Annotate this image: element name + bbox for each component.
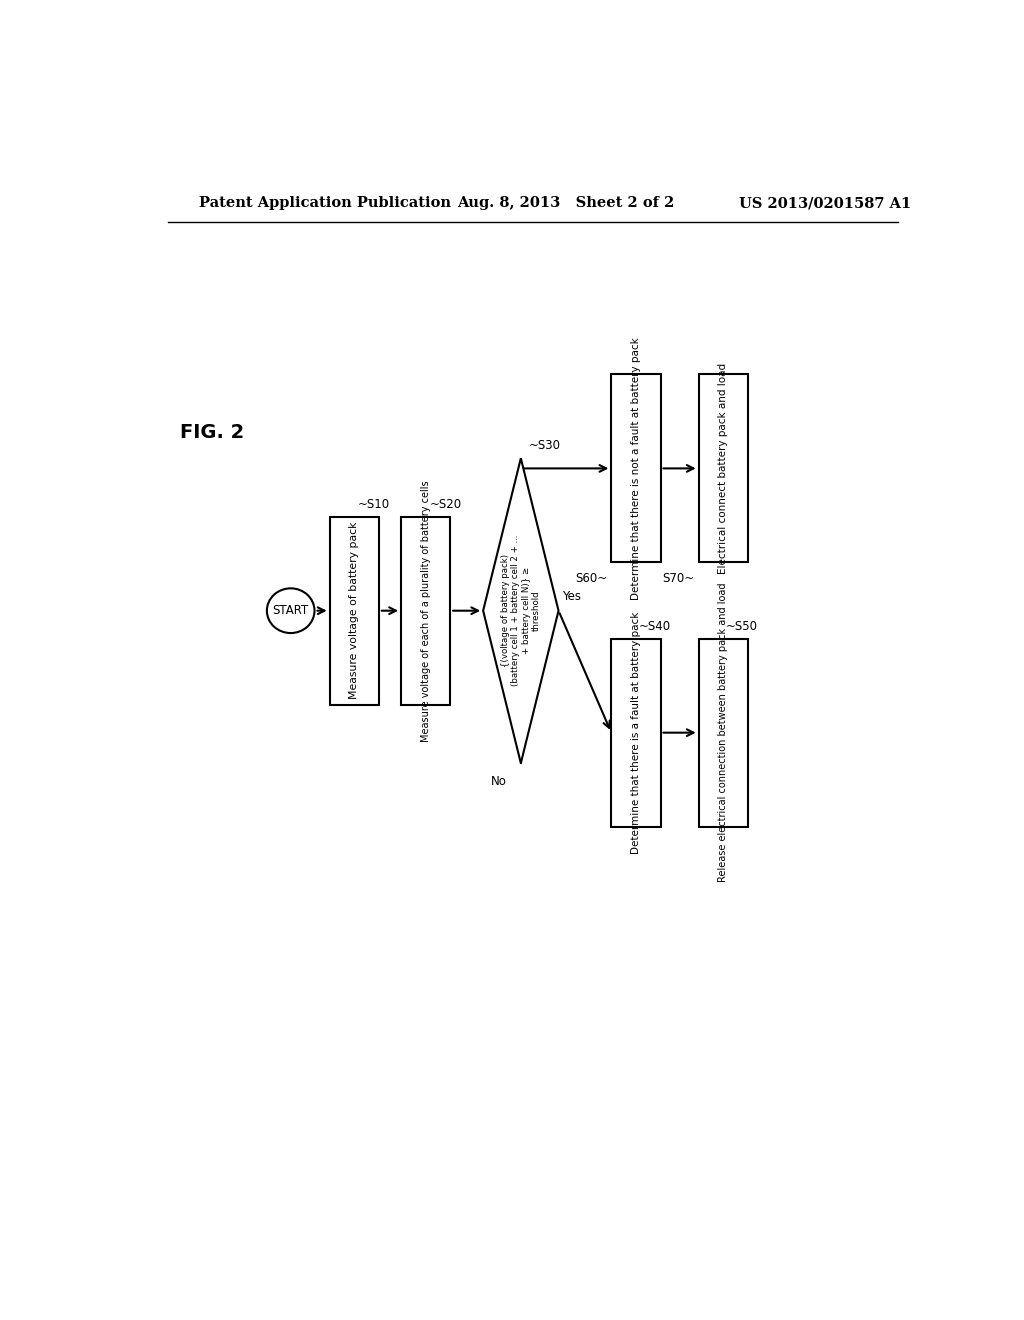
Text: ~S20: ~S20 [430, 498, 462, 511]
Text: No: No [490, 775, 507, 788]
Text: US 2013/0201587 A1: US 2013/0201587 A1 [739, 197, 911, 210]
FancyBboxPatch shape [611, 639, 660, 826]
FancyBboxPatch shape [698, 639, 748, 826]
Text: Determine that there is not a fault at battery pack: Determine that there is not a fault at b… [631, 337, 641, 599]
FancyBboxPatch shape [401, 516, 451, 705]
Text: Measure voltage of each of a plurality of battery cells: Measure voltage of each of a plurality o… [421, 480, 431, 742]
Text: START: START [272, 605, 309, 618]
FancyBboxPatch shape [611, 375, 660, 562]
FancyBboxPatch shape [698, 375, 748, 562]
Text: S70~: S70~ [663, 572, 694, 585]
Text: FIG. 2: FIG. 2 [179, 424, 244, 442]
Ellipse shape [267, 589, 314, 634]
Text: {(voltage of battery pack)
(battery cell 1 + battery cell 2 + ...
+ battery cell: {(voltage of battery pack) (battery cell… [501, 535, 541, 686]
Text: Release electrical connection between battery pack and load: Release electrical connection between ba… [718, 583, 728, 882]
FancyBboxPatch shape [330, 516, 379, 705]
Text: ~S50: ~S50 [726, 619, 758, 632]
Text: Measure voltage of battery pack: Measure voltage of battery pack [349, 521, 359, 700]
Text: S60~: S60~ [575, 572, 607, 585]
Text: Electrical connect battery pack and load: Electrical connect battery pack and load [718, 363, 728, 574]
Text: ~S40: ~S40 [638, 619, 671, 632]
Polygon shape [483, 458, 558, 763]
Text: Yes: Yes [562, 590, 582, 602]
Text: Patent Application Publication: Patent Application Publication [200, 197, 452, 210]
Text: Aug. 8, 2013   Sheet 2 of 2: Aug. 8, 2013 Sheet 2 of 2 [458, 197, 675, 210]
Text: ~S10: ~S10 [358, 498, 390, 511]
Text: ~S30: ~S30 [528, 440, 561, 453]
Text: Determine that there is a fault at battery pack: Determine that there is a fault at batte… [631, 611, 641, 854]
